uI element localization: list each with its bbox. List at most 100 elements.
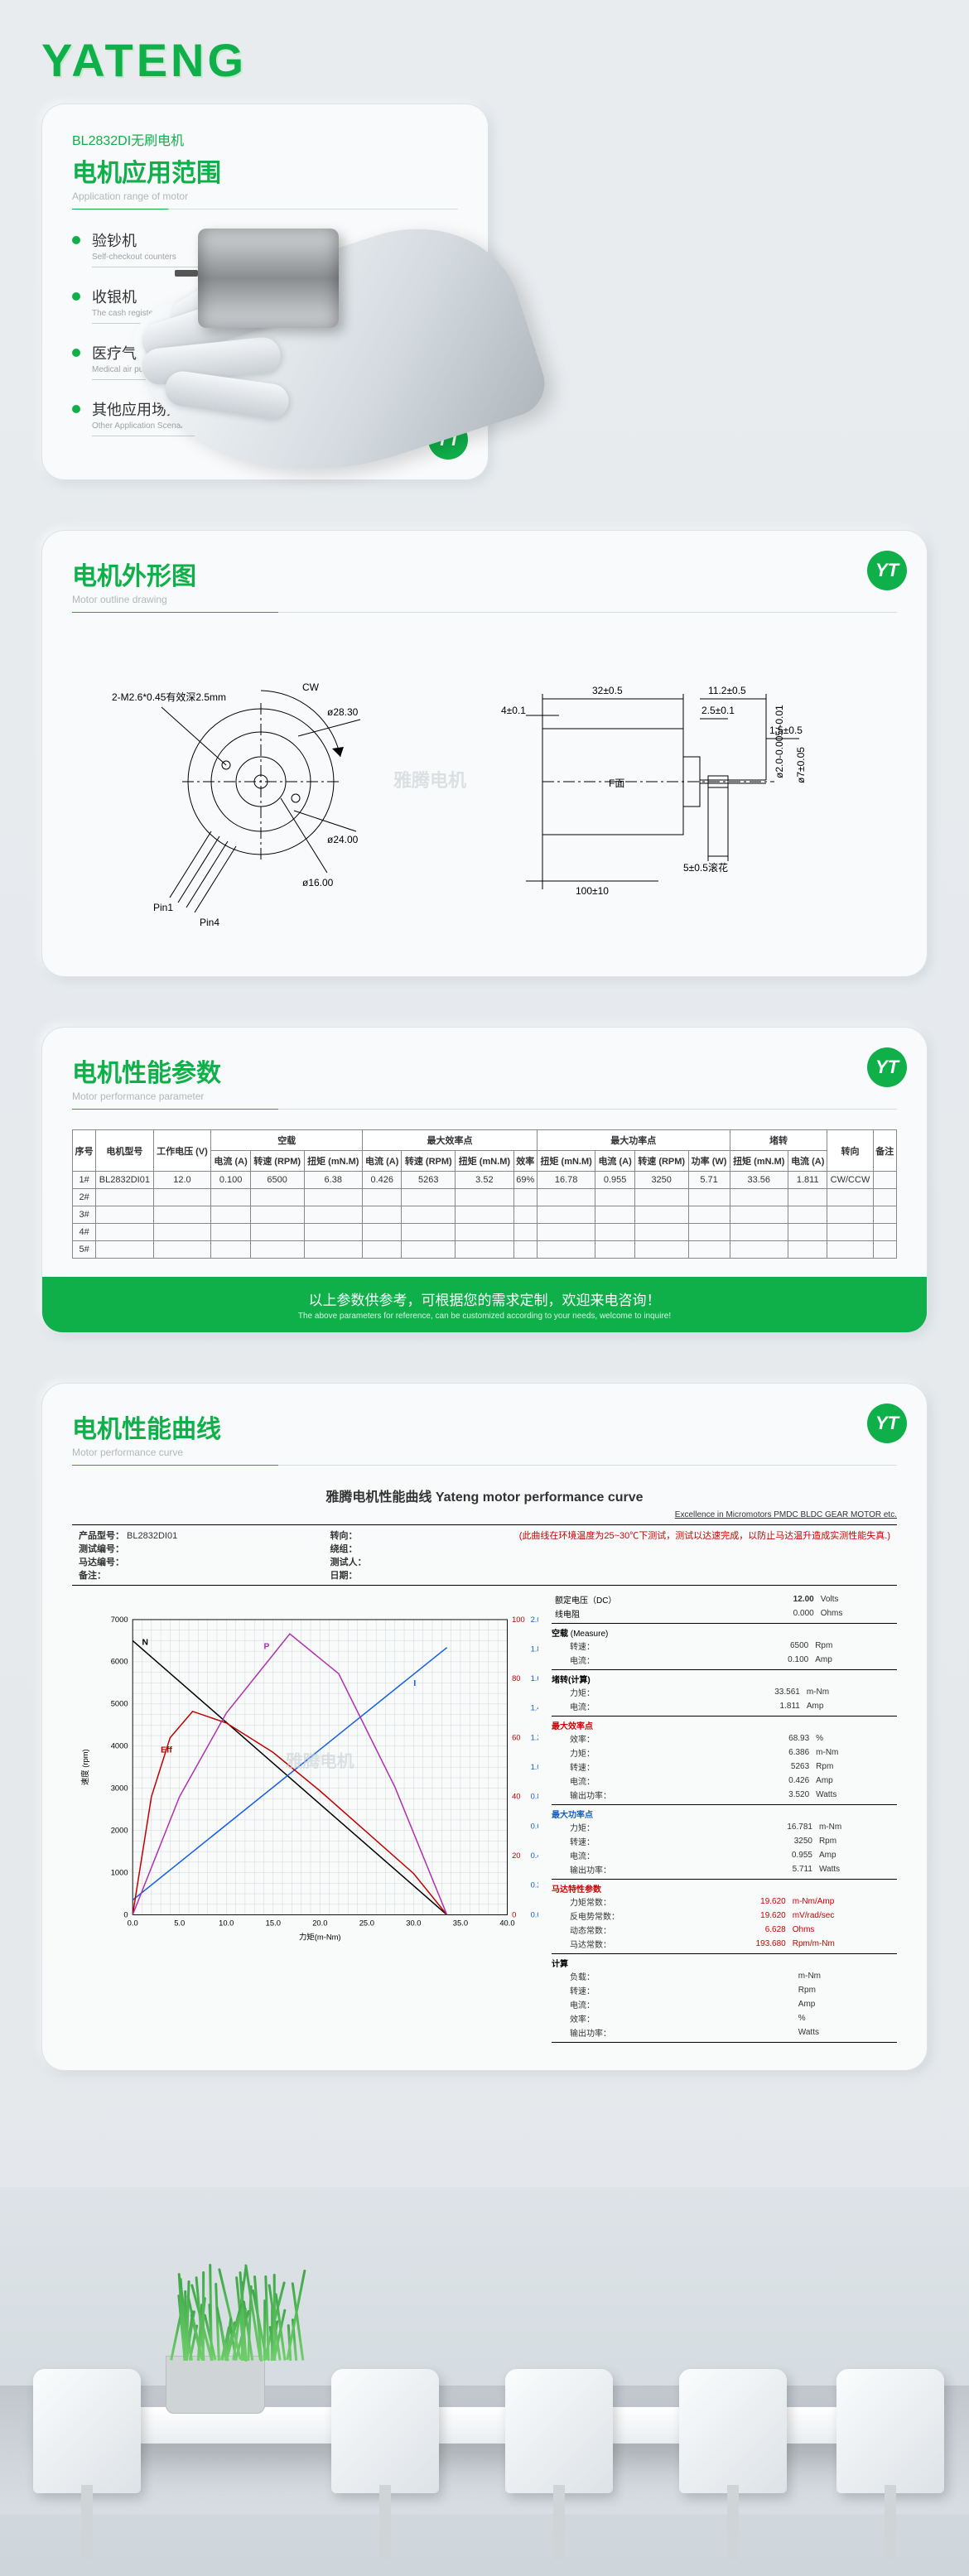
- perf-table-card: YT 电机性能参数 Motor performance parameter 序号…: [41, 1027, 928, 1333]
- engineering-drawing: CW 2-M2.6*0.45有效深2.5mm ø28.30 ø24.00 ø16…: [72, 633, 897, 951]
- yt-badge: YT: [428, 420, 468, 460]
- divider: [72, 1465, 897, 1466]
- svg-text:F面: F面: [609, 778, 624, 789]
- svg-text:0.2: 0.2: [531, 1881, 538, 1890]
- svg-text:0: 0: [512, 1910, 516, 1919]
- svg-text:32±0.5: 32±0.5: [592, 685, 623, 696]
- curve-data-panel: 额定电压（DC）12.00Volts 线电阻0.000Ohms空载 (Measu…: [552, 1592, 897, 2045]
- svg-text:Pin1: Pin1: [153, 902, 173, 913]
- app-en: Medical air pump: [92, 365, 291, 374]
- svg-text:ø2.0-0.005/-0.01: ø2.0-0.005/-0.01: [774, 705, 785, 778]
- svg-text:40.0: 40.0: [499, 1919, 514, 1928]
- curve-header: 产品型号： BL2832DI01测试编号： 马达编号： 备注： 转向： 绕组： …: [72, 1524, 897, 1586]
- svg-text:4±0.1: 4±0.1: [501, 705, 526, 716]
- curve-card: YT 电机性能曲线 Motor performance curve 雅腾电机性能…: [41, 1383, 928, 2071]
- svg-text:20.0: 20.0: [312, 1919, 327, 1928]
- svg-text:100: 100: [512, 1615, 525, 1624]
- svg-text:30.0: 30.0: [406, 1919, 421, 1928]
- app-en: Other Application Scenarios: [92, 421, 291, 431]
- svg-text:力矩(m-Nm): 力矩(m-Nm): [299, 1933, 341, 1942]
- svg-text:60: 60: [512, 1733, 520, 1741]
- svg-text:35.0: 35.0: [453, 1919, 468, 1928]
- svg-text:0: 0: [123, 1910, 128, 1919]
- svg-text:80: 80: [512, 1674, 520, 1683]
- svg-text:雅腾电机: 雅腾电机: [286, 1751, 354, 1771]
- table-row: 1#BL2832DI0112.00.10065006.380.42652633.…: [73, 1172, 897, 1189]
- table-row: 4#: [73, 1224, 897, 1241]
- table-row: 3#: [73, 1206, 897, 1224]
- svg-text:ø7±0.05: ø7±0.05: [795, 747, 807, 783]
- yt-badge: YT: [867, 551, 907, 590]
- svg-text:100±10: 100±10: [576, 885, 609, 897]
- applications-card: BL2832DI无刷电机 电机应用范围 Application range of…: [41, 104, 489, 480]
- svg-text:0.8: 0.8: [531, 1793, 538, 1801]
- svg-text:11.2±0.5: 11.2±0.5: [708, 685, 746, 696]
- svg-text:5±0.5滚花: 5±0.5滚花: [683, 861, 728, 874]
- svg-text:0.6: 0.6: [531, 1822, 538, 1830]
- yt-badge: YT: [867, 1404, 907, 1443]
- application-item: 验钞机 Self-checkout counters: [72, 229, 458, 267]
- svg-text:1.8: 1.8: [531, 1644, 538, 1653]
- svg-text:CW: CW: [302, 681, 320, 693]
- svg-text:4000: 4000: [111, 1742, 128, 1750]
- app-en: Self-checkout counters: [92, 253, 291, 262]
- perf-title-en: Motor performance parameter: [72, 1091, 897, 1102]
- svg-text:10.0: 10.0: [219, 1919, 234, 1928]
- bullet-icon: [72, 349, 80, 357]
- perf-table: 序号电机型号工作电压 (V) 空载最大效率点 最大功率点堵转 转向备注电流 (A…: [72, 1129, 897, 1259]
- bullet-icon: [72, 292, 80, 301]
- svg-text:1.2: 1.2: [531, 1733, 538, 1741]
- svg-text:雅腾电机: 雅腾电机: [393, 770, 466, 791]
- application-item: 其他应用场景 Other Application Scenarios: [72, 398, 458, 436]
- svg-text:3000: 3000: [111, 1784, 128, 1793]
- svg-text:ø28.30: ø28.30: [327, 706, 359, 718]
- table-row: 2#: [73, 1189, 897, 1206]
- svg-text:2000: 2000: [111, 1826, 128, 1834]
- svg-text:1.0: 1.0: [531, 1763, 538, 1771]
- svg-text:5000: 5000: [111, 1700, 128, 1708]
- svg-text:0.4: 0.4: [531, 1851, 538, 1860]
- outline-drawing-card: YT 电机外形图 Motor outline drawing CW: [41, 530, 928, 977]
- svg-text:1.6: 1.6: [531, 1674, 538, 1683]
- perf-title: 电机性能参数: [72, 1052, 897, 1089]
- model-code: BL2832DI无刷电机: [72, 129, 458, 149]
- application-item: 收银机 The cash register: [72, 286, 458, 324]
- svg-text:N: N: [142, 1639, 147, 1648]
- footer-scene: [0, 2187, 969, 2576]
- svg-text:速度 (rpm): 速度 (rpm): [80, 1749, 89, 1785]
- svg-text:5.0: 5.0: [174, 1919, 185, 1928]
- curve-title: 电机性能曲线: [72, 1408, 897, 1445]
- svg-text:Pin4: Pin4: [200, 917, 219, 928]
- svg-text:I: I: [413, 1679, 416, 1688]
- svg-text:2.0: 2.0: [531, 1615, 538, 1624]
- svg-text:40: 40: [512, 1793, 520, 1801]
- perf-curve-chart: 0.0 5.0 10.0 15.0 20.0 25.0 30.0 35.0 40.0 力矩(m-N…: [72, 1592, 538, 2045]
- svg-text:Eff: Eff: [161, 1745, 172, 1755]
- drawing-title-en: Motor outline drawing: [72, 594, 897, 605]
- svg-text:6000: 6000: [111, 1658, 128, 1666]
- svg-text:1.4: 1.4: [531, 1704, 538, 1712]
- hero-title: 电机应用范围: [72, 152, 458, 189]
- hero-title-en: Application range of motor: [72, 190, 458, 202]
- svg-text:15.0: 15.0: [266, 1919, 281, 1928]
- svg-text:1000: 1000: [111, 1868, 128, 1876]
- divider: [72, 1109, 897, 1110]
- svg-text:ø16.00: ø16.00: [302, 877, 334, 888]
- bullet-icon: [72, 405, 80, 413]
- app-zh: 其他应用场景: [92, 398, 291, 420]
- chart-title: 雅腾电机性能曲线 Yateng motor performance curve: [72, 1485, 897, 1505]
- application-item: 医疗气泵 Medical air pump: [72, 342, 458, 380]
- svg-text:25.0: 25.0: [359, 1919, 374, 1928]
- drawing-title: 电机外形图: [72, 556, 897, 592]
- curve-title-en: Motor performance curve: [72, 1447, 897, 1458]
- svg-text:P: P: [263, 1643, 269, 1652]
- perf-footer: 以上参数供参考，可根据您的需求定制，欢迎来电咨询！ The above para…: [42, 1277, 927, 1332]
- svg-text:0.0: 0.0: [531, 1910, 538, 1919]
- app-zh: 医疗气泵: [92, 342, 291, 364]
- svg-text:2-M2.6*0.45有效深2.5mm: 2-M2.6*0.45有效深2.5mm: [112, 691, 226, 703]
- svg-text:ø24.00: ø24.00: [327, 834, 359, 845]
- svg-text:7000: 7000: [111, 1615, 128, 1624]
- svg-text:2.5±0.1: 2.5±0.1: [701, 705, 735, 716]
- yt-badge: YT: [867, 1047, 907, 1087]
- svg-text:0.0: 0.0: [128, 1919, 138, 1928]
